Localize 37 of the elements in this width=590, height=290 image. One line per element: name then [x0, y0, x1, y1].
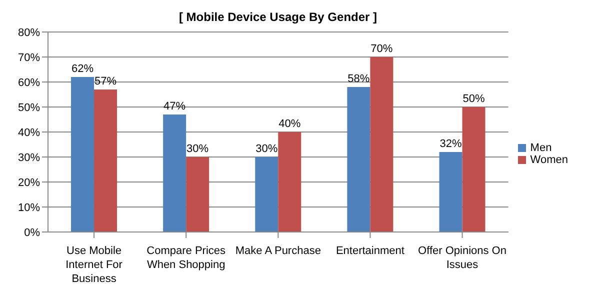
- data-label: 40%: [278, 118, 301, 130]
- data-label: 57%: [94, 76, 117, 88]
- y-tick-label: 40%: [18, 126, 40, 139]
- y-tick-label: 50%: [18, 102, 40, 114]
- bar: [370, 57, 394, 232]
- data-label: 47%: [164, 100, 186, 112]
- legend-label: Men: [530, 142, 552, 154]
- bar: [462, 107, 486, 232]
- bar: [347, 87, 370, 232]
- bar: [255, 157, 278, 232]
- data-label: 30%: [186, 143, 209, 155]
- legend-label: Women: [530, 154, 568, 166]
- y-tick-label: 20%: [18, 176, 40, 189]
- x-tick-label: Offer Opinions On Issues: [418, 245, 506, 271]
- data-label: 32%: [440, 138, 462, 150]
- y-tick-label: 0%: [24, 226, 40, 239]
- bar: [439, 152, 462, 232]
- y-tick-label: 30%: [18, 152, 40, 164]
- y-tick-label: 10%: [18, 202, 40, 214]
- data-label: 70%: [370, 43, 393, 55]
- x-tick-label: Compare Prices When Shopping: [146, 245, 226, 271]
- x-tick-label: Entertainment: [336, 245, 404, 257]
- bar: [71, 77, 94, 232]
- y-tick-label: 60%: [18, 76, 40, 89]
- y-tick-label: 70%: [18, 52, 40, 64]
- chart-title: [ Mobile Device Usage By Gender ]: [178, 9, 378, 26]
- data-label: 30%: [256, 143, 278, 155]
- x-tick-label: Use Mobile Internet For Business: [66, 245, 123, 285]
- bar: [94, 90, 118, 232]
- data-label: 58%: [348, 73, 370, 85]
- bar: [163, 114, 186, 232]
- bar: [186, 157, 210, 232]
- data-label: 50%: [462, 93, 485, 105]
- y-tick-label: 80%: [18, 26, 40, 39]
- bar: [278, 132, 302, 232]
- data-label: 62%: [72, 63, 94, 75]
- x-tick-label: Make A Purchase: [235, 245, 321, 257]
